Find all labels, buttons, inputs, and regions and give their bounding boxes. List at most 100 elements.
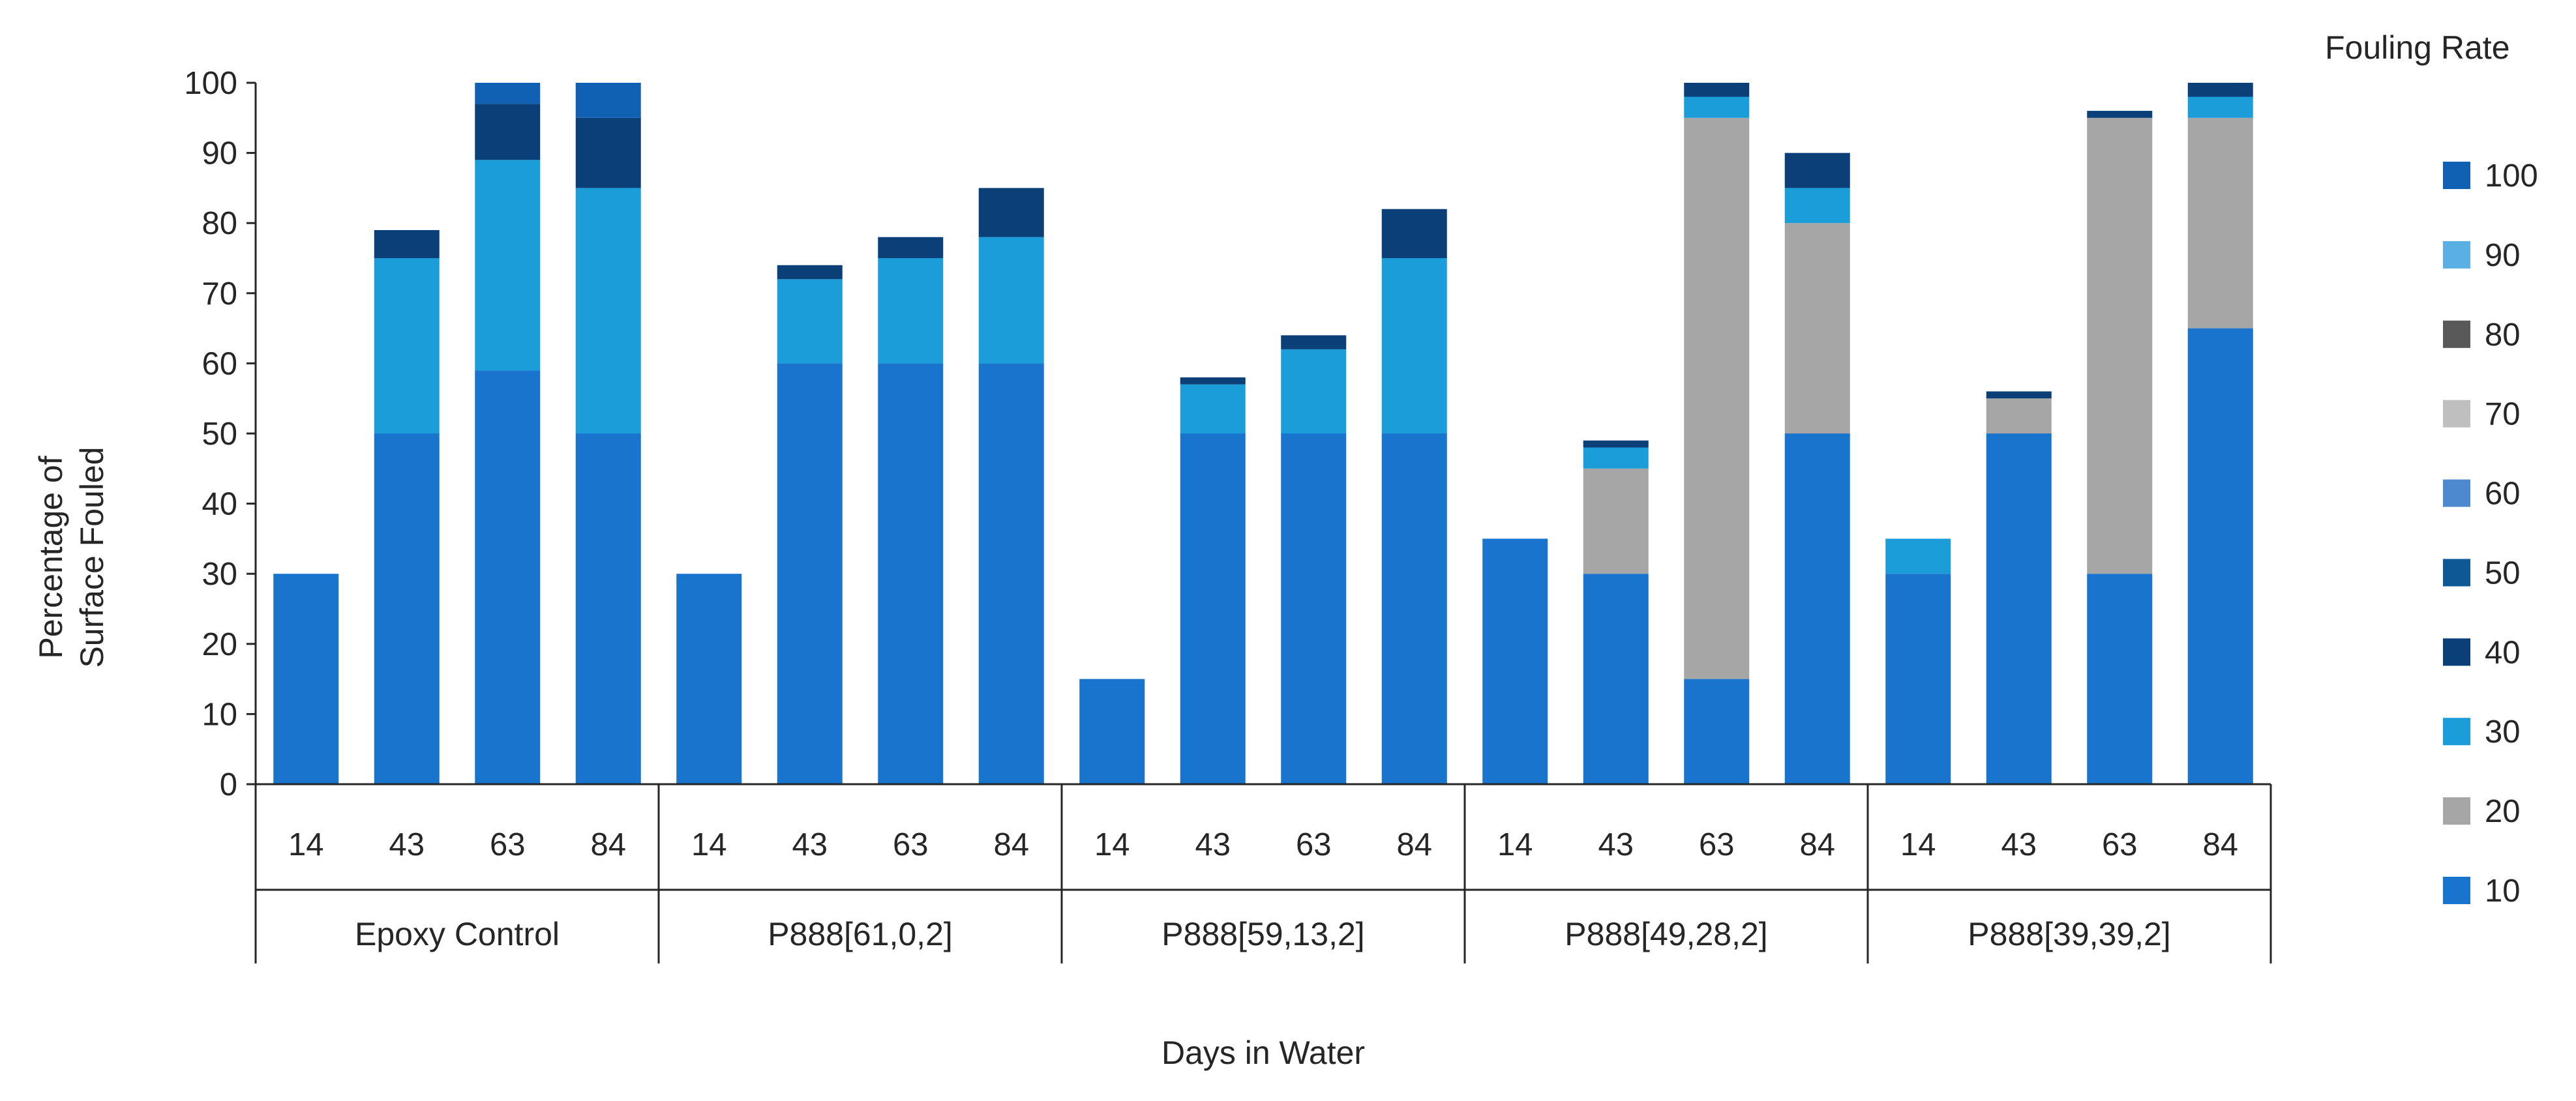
y-tick-label: 80 bbox=[202, 206, 237, 241]
bar-segment-40 bbox=[374, 229, 440, 258]
bar-segment-20 bbox=[2087, 117, 2153, 574]
y-tick-label: 10 bbox=[202, 697, 237, 732]
bar-segment-20 bbox=[2187, 117, 2253, 329]
y-tick-label: 100 bbox=[184, 66, 237, 101]
x-group-label: P888[49,28,2] bbox=[1565, 916, 1767, 952]
y-tick-label: 50 bbox=[202, 417, 237, 452]
legend-label-60: 60 bbox=[2485, 477, 2521, 512]
bar-segment-20 bbox=[1986, 398, 2052, 433]
legend-label-40: 40 bbox=[2485, 635, 2521, 670]
bar-segment-40 bbox=[978, 188, 1044, 237]
bar-segment-10 bbox=[1784, 433, 1850, 784]
legend-swatch-10 bbox=[2443, 877, 2470, 904]
legend-swatch-40 bbox=[2443, 638, 2470, 666]
bar-segment-10 bbox=[1986, 433, 2052, 784]
bar-segment-40 bbox=[1684, 83, 1750, 97]
legend-swatch-100 bbox=[2443, 162, 2470, 189]
y-axis-title-line-2: Surface Fouled bbox=[74, 447, 110, 668]
x-day-tick-label: 43 bbox=[389, 827, 425, 862]
bar-segment-100 bbox=[575, 83, 641, 118]
bar-segment-10 bbox=[1281, 433, 1347, 784]
bar-segment-40 bbox=[575, 117, 641, 188]
y-tick-label: 30 bbox=[202, 557, 237, 592]
y-tick-label: 0 bbox=[220, 767, 237, 802]
legend-label-80: 80 bbox=[2485, 317, 2521, 353]
bar-segment-10 bbox=[273, 574, 339, 784]
bar-segment-30 bbox=[1281, 349, 1347, 433]
legend-label-30: 30 bbox=[2485, 714, 2521, 750]
bar-segment-10 bbox=[1684, 679, 1750, 784]
bar-segment-10 bbox=[978, 363, 1044, 784]
bar-segment-10 bbox=[1381, 433, 1447, 784]
x-day-tick-label: 84 bbox=[590, 827, 626, 862]
x-day-tick-label: 63 bbox=[1699, 827, 1735, 862]
bar-segment-40 bbox=[777, 265, 843, 280]
x-day-tick-label: 14 bbox=[288, 827, 324, 862]
bar-segment-30 bbox=[374, 258, 440, 433]
y-tick-label: 90 bbox=[202, 136, 237, 171]
bar-segment-40 bbox=[1784, 153, 1850, 188]
y-tick-label: 20 bbox=[202, 627, 237, 662]
bar-segment-10 bbox=[1583, 574, 1649, 784]
bar-segment-10 bbox=[2187, 328, 2253, 785]
legend-label-50: 50 bbox=[2485, 555, 2521, 591]
x-day-tick-label: 43 bbox=[1195, 827, 1231, 862]
x-day-tick-label: 14 bbox=[1497, 827, 1533, 862]
x-group-label: Epoxy Control bbox=[355, 916, 560, 952]
x-day-tick-label: 84 bbox=[1396, 827, 1432, 862]
x-day-tick-label: 43 bbox=[1598, 827, 1634, 862]
x-day-tick-label: 63 bbox=[1296, 827, 1332, 862]
bar-segment-30 bbox=[575, 188, 641, 433]
bars bbox=[273, 83, 2253, 785]
bar-segment-10 bbox=[575, 433, 641, 784]
x-group-label: P888[59,13,2] bbox=[1161, 916, 1364, 952]
y-tick-label: 70 bbox=[202, 276, 237, 312]
bar-segment-40 bbox=[878, 237, 944, 258]
bar-segment-30 bbox=[1180, 384, 1246, 433]
x-day-tick-label: 43 bbox=[792, 827, 828, 862]
bar-segment-30 bbox=[1784, 188, 1850, 224]
bar-segment-20 bbox=[1784, 223, 1850, 433]
bar-segment-10 bbox=[1885, 574, 1951, 784]
x-day-tick-label: 84 bbox=[1799, 827, 1835, 862]
bar-segment-30 bbox=[1583, 447, 1649, 469]
bar-segment-30 bbox=[878, 258, 944, 364]
bar-segment-40 bbox=[2187, 83, 2253, 97]
bar-segment-40 bbox=[1381, 209, 1447, 258]
x-day-tick-label: 84 bbox=[993, 827, 1029, 862]
bar-segment-10 bbox=[1079, 679, 1145, 784]
legend-swatch-30 bbox=[2443, 718, 2470, 746]
bar-segment-10 bbox=[878, 363, 944, 784]
bar-segment-40 bbox=[1986, 391, 2052, 399]
legend-title: Fouling Rate bbox=[2325, 29, 2510, 66]
bar-segment-100 bbox=[475, 83, 541, 104]
axes bbox=[247, 81, 2272, 963]
bar-segment-30 bbox=[978, 237, 1044, 364]
bar-segment-20 bbox=[1684, 117, 1750, 679]
bar-segment-30 bbox=[1885, 538, 1951, 574]
x-day-tick-label: 63 bbox=[490, 827, 526, 862]
legend-label-90: 90 bbox=[2485, 238, 2521, 273]
bar-segment-40 bbox=[1180, 377, 1246, 385]
x-day-tick-label: 63 bbox=[893, 827, 929, 862]
axis-labels: 0 10 20 30 40 50 60 70 80 90 100 Epoxy Control 14 43 6… bbox=[33, 66, 2238, 1071]
x-group-label: P888[61,0,2] bbox=[768, 916, 953, 952]
legend-swatch-80 bbox=[2443, 320, 2470, 348]
bar-segment-10 bbox=[777, 363, 843, 784]
bar-segment-10 bbox=[1180, 433, 1246, 784]
x-day-tick-label: 63 bbox=[2102, 827, 2138, 862]
legend: Fouling Rate 100 90 80 70 60 50 40 30 20 10 bbox=[2325, 29, 2538, 909]
bar-segment-10 bbox=[1482, 538, 1548, 784]
x-axis-title: Days in Water bbox=[1161, 1035, 1365, 1071]
x-day-tick-label: 14 bbox=[1900, 827, 1936, 862]
legend-swatch-90 bbox=[2443, 241, 2470, 269]
bar-segment-10 bbox=[2087, 574, 2153, 784]
bar-segment-10 bbox=[676, 574, 742, 784]
legend-label-20: 20 bbox=[2485, 794, 2521, 829]
legend-label-100: 100 bbox=[2485, 158, 2538, 194]
x-group-label: P888[39,39,2] bbox=[1968, 916, 2170, 952]
legend-swatch-20 bbox=[2443, 797, 2470, 825]
y-axis-title-line-1: Percentage of bbox=[33, 456, 69, 658]
bar-segment-30 bbox=[1381, 258, 1447, 433]
